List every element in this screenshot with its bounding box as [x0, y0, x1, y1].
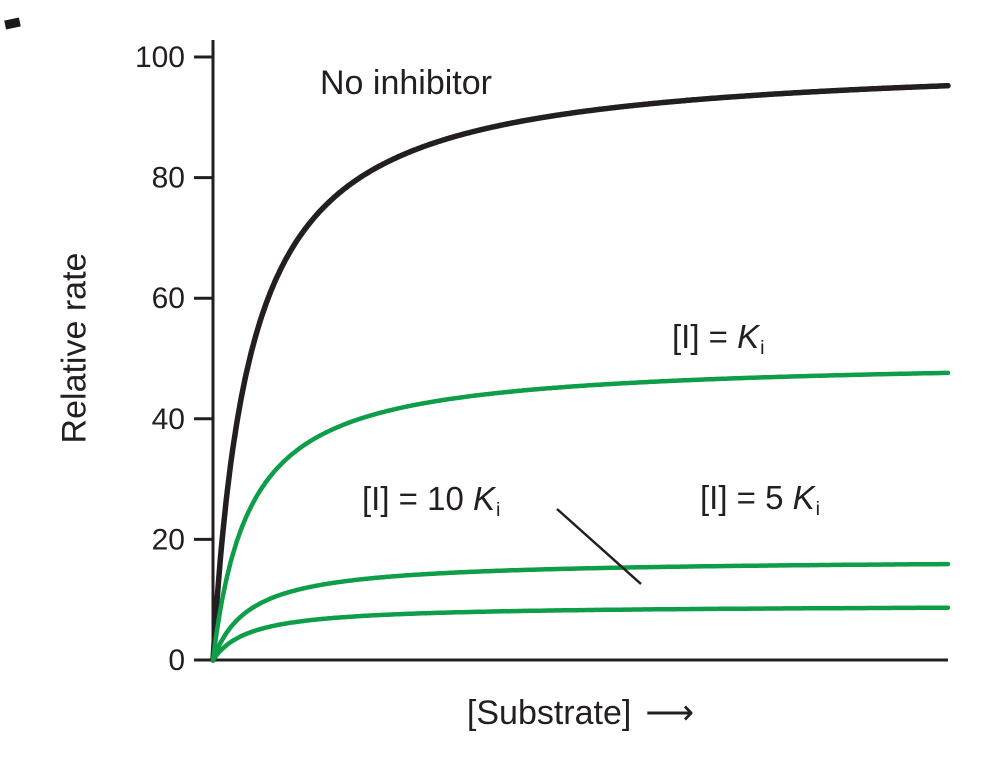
annotation-ki5: [I] = 5 Ki [700, 479, 820, 521]
series-curve-3 [210, 605, 951, 663]
annotation-ki-subscript: i [760, 336, 765, 359]
x-axis-title-text: [Substrate] [466, 694, 632, 732]
annotation-ki10-symbol: K [473, 480, 496, 517]
annotation-ki5-pre: [I] = 5 [700, 479, 793, 516]
ki10-leader-line [556, 508, 642, 585]
series-curve-0 [210, 82, 951, 663]
axes: 0 20 40 60 80 100 [135, 40, 948, 677]
annotation-ki-symbol: K [737, 318, 760, 355]
annotation-ki10-pre: [I] = 10 [362, 480, 473, 517]
curves [210, 82, 951, 663]
annotation-ki10: [I] = 10 Ki [362, 480, 500, 522]
annotation-no-inhibitor: No inhibitor [320, 64, 492, 102]
y-tick-label: 0 [168, 644, 185, 677]
x-axis-title: [Substrate] ⟶ [213, 693, 948, 733]
right-arrow-icon: ⟶ [645, 694, 695, 732]
series-curve-1 [210, 370, 951, 663]
annotation-ki-pre: [I] = [672, 318, 738, 355]
y-tick-label: 60 [152, 282, 185, 315]
y-axis-title: Relative rate [55, 252, 94, 444]
annotation-ki5-subscript: i [815, 497, 821, 520]
annotation-ki: [I] = Ki [672, 318, 765, 360]
y-tick-label: 20 [152, 523, 185, 556]
y-tick-label: 80 [152, 162, 185, 195]
annotation-ki5-symbol: K [792, 479, 815, 516]
y-tick-label: 40 [152, 403, 185, 436]
annotation-ki10-subscript: i [496, 498, 501, 521]
series-curve-2 [210, 561, 951, 663]
y-tick-label: 100 [135, 41, 185, 74]
